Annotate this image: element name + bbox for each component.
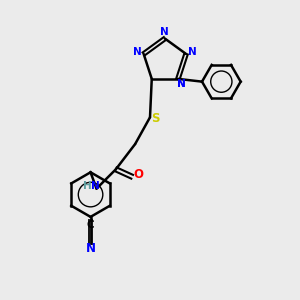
Text: H: H <box>82 181 91 191</box>
Text: N: N <box>177 79 186 89</box>
Text: N: N <box>160 27 169 37</box>
Text: S: S <box>151 112 160 125</box>
Text: N: N <box>133 47 142 57</box>
Text: O: O <box>134 168 144 181</box>
Text: C: C <box>87 220 94 230</box>
Text: N: N <box>188 47 197 57</box>
Text: N: N <box>177 79 185 89</box>
Text: N: N <box>91 181 99 191</box>
Text: N: N <box>85 242 96 256</box>
